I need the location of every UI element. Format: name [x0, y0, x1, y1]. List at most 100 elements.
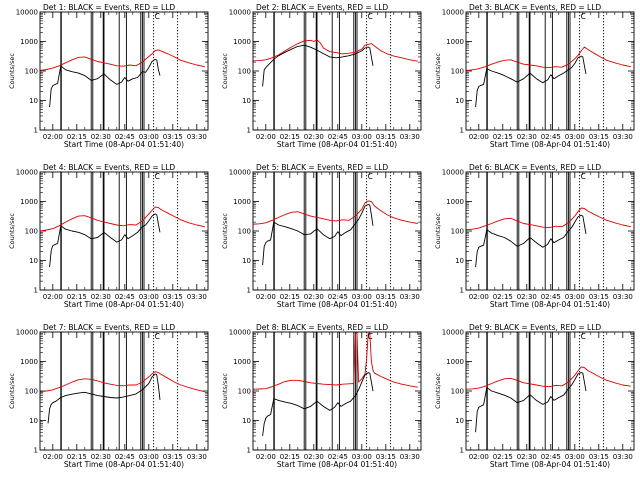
plot-area: [40, 332, 205, 450]
x-tick-label: 02:45: [328, 293, 348, 301]
flag-label: C: [155, 172, 160, 181]
plot-area: [40, 12, 205, 130]
flag-label: C: [155, 12, 160, 21]
x-tick-label: 03:00: [565, 133, 585, 141]
series-lld-line: [253, 332, 418, 390]
y-axis-label: Counts/sec: [8, 53, 16, 89]
x-tick-label: 02:15: [280, 133, 300, 141]
y-axis-label: Counts/sec: [221, 53, 229, 89]
x-tick-label: 03:30: [613, 133, 633, 141]
y-tick-label: 1: [247, 287, 251, 295]
flag-label: C: [581, 172, 586, 181]
x-tick-label: 03:00: [352, 453, 372, 461]
x-tick-label: 02:45: [541, 293, 561, 301]
panel-title: Det 2: BLACK = Events, RED = LLD: [256, 3, 388, 12]
x-tick-label: 02:45: [541, 453, 561, 461]
flag-label: C: [155, 332, 160, 341]
x-tick-label: 02:30: [91, 453, 111, 461]
panel-det-4: Det 4: BLACK = Events, RED = LLD 1 10 100 10…: [8, 163, 209, 309]
x-tick-label: 03:15: [376, 133, 396, 141]
panel-det-7: Det 7: BLACK = Events, RED = LLD 1 10 100 10…: [8, 323, 209, 469]
x-tick-label: 02:30: [304, 453, 324, 461]
plot-area: [40, 172, 205, 290]
x-tick-label: 03:30: [613, 293, 633, 301]
x-tick-label: 03:30: [187, 133, 207, 141]
x-tick-label: 03:30: [187, 293, 207, 301]
y-axis-label: Counts/sec: [434, 373, 442, 409]
x-tick-label: 03:15: [163, 453, 183, 461]
x-tick-label: 02:15: [67, 133, 87, 141]
x-axis-label: Start Time (08-Apr-04 01:51:40): [277, 460, 397, 469]
y-tick-label: 10: [29, 97, 38, 105]
x-tick-label: 02:00: [469, 133, 489, 141]
series-lld-line: [466, 366, 631, 390]
panel-title: Det 8: BLACK = Events, RED = LLD: [256, 323, 388, 332]
x-axis-label: Start Time (08-Apr-04 01:51:40): [64, 140, 184, 149]
flag-label: C: [368, 172, 373, 181]
series-events-line: [47, 373, 161, 424]
y-axis-label: Counts/sec: [221, 373, 229, 409]
x-tick-label: 02:15: [493, 293, 513, 301]
y-tick-label: 100: [451, 388, 464, 396]
x-tick-label: 02:30: [517, 133, 537, 141]
y-tick-label: 10: [29, 257, 38, 265]
x-tick-label: 02:15: [67, 453, 87, 461]
series-lld-line: [253, 200, 418, 225]
y-tick-label: 1: [460, 447, 464, 455]
plot-area: [253, 172, 418, 290]
x-tick-label: 02:30: [91, 293, 111, 301]
y-tick-label: 10000: [442, 169, 464, 177]
panel-title: Det 4: BLACK = Events, RED = LLD: [43, 163, 175, 172]
panel-title: Det 6: BLACK = Events, RED = LLD: [469, 163, 601, 172]
x-tick-label: 02:45: [328, 453, 348, 461]
plot-area: [253, 332, 418, 450]
y-tick-label: 1: [460, 127, 464, 135]
y-tick-label: 1000: [233, 198, 251, 206]
x-tick-label: 03:00: [139, 293, 159, 301]
x-tick-label: 03:15: [589, 453, 609, 461]
plot-frame: [252, 331, 422, 451]
y-tick-label: 100: [238, 68, 251, 76]
panel-det-2: Det 2: BLACK = Events, RED = LLD 1 10 100 10…: [221, 3, 422, 149]
x-tick-label: 03:15: [589, 293, 609, 301]
plot-area: [466, 172, 631, 290]
series-events-line: [475, 55, 587, 108]
y-tick-label: 1: [247, 447, 251, 455]
x-tick-label: 02:30: [304, 133, 324, 141]
y-tick-label: 100: [451, 68, 464, 76]
plot-frame: [252, 171, 422, 291]
x-tick-label: 02:15: [493, 453, 513, 461]
flag-label: C: [581, 332, 586, 341]
panel-det-8: Det 8: BLACK = Events, RED = LLD 1 10 100 10…: [221, 323, 422, 469]
x-tick-label: 03:00: [139, 453, 159, 461]
y-axis-label: Counts/sec: [221, 213, 229, 249]
plot-frame: [39, 11, 209, 131]
x-tick-label: 03:00: [139, 133, 159, 141]
x-tick-label: 02:30: [304, 293, 324, 301]
x-tick-label: 03:30: [400, 453, 420, 461]
y-tick-label: 1000: [233, 358, 251, 366]
x-tick-label: 02:15: [67, 293, 87, 301]
x-tick-label: 03:00: [565, 453, 585, 461]
series-events-line: [475, 372, 587, 433]
y-axis-label: Counts/sec: [434, 53, 442, 89]
y-tick-label: 10: [455, 257, 464, 265]
y-tick-label: 10000: [16, 329, 38, 337]
flag-label: C: [368, 12, 373, 21]
series-events-line: [49, 213, 161, 268]
y-tick-label: 1: [34, 287, 38, 295]
x-tick-label: 02:45: [115, 133, 135, 141]
y-tick-label: 1000: [20, 198, 38, 206]
y-tick-label: 10: [29, 417, 38, 425]
x-tick-label: 02:00: [43, 133, 63, 141]
y-tick-label: 100: [25, 68, 38, 76]
plot-frame: [465, 171, 635, 291]
plot-frame: [465, 11, 635, 131]
x-tick-label: 02:30: [517, 453, 537, 461]
y-axis-label: Counts/sec: [8, 373, 16, 409]
x-axis-label: Start Time (08-Apr-04 01:51:40): [64, 300, 184, 309]
y-tick-label: 10: [242, 417, 251, 425]
y-tick-label: 1000: [446, 198, 464, 206]
y-axis-label: Counts/sec: [434, 213, 442, 249]
